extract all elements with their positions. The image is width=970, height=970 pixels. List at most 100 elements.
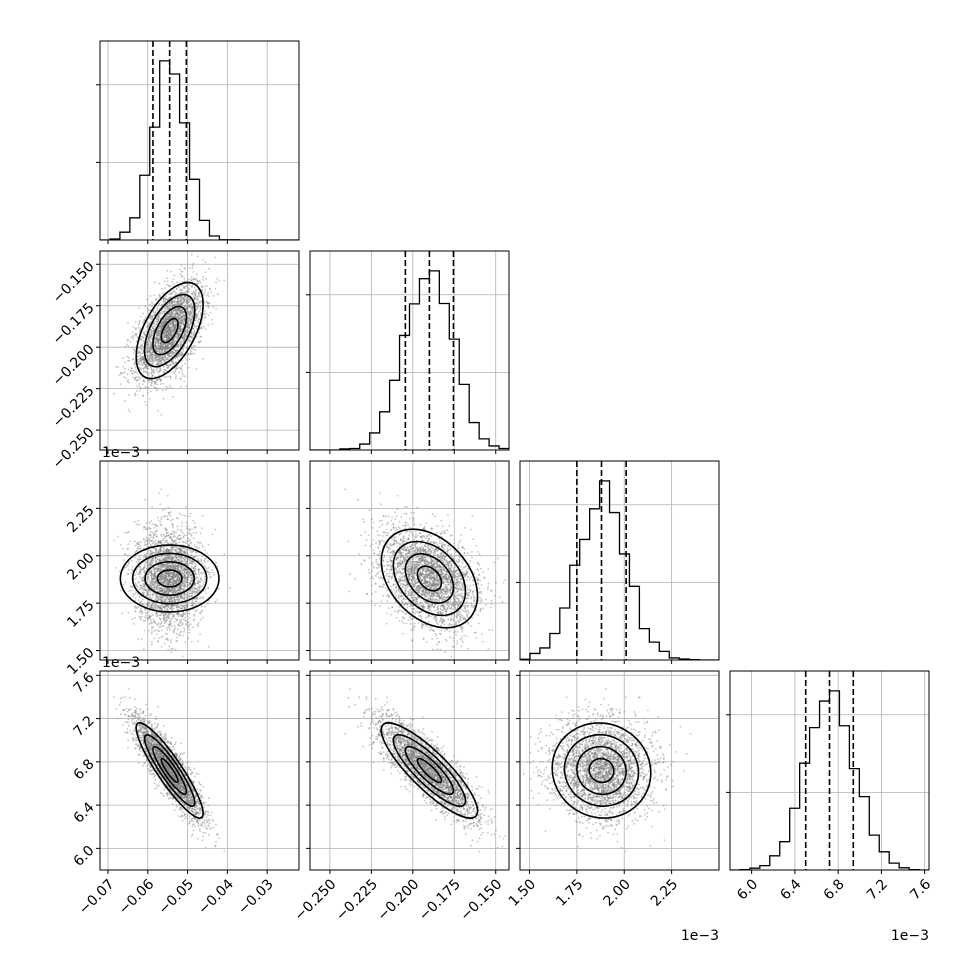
scatter-point — [174, 324, 177, 327]
scatter-point — [150, 360, 153, 363]
scatter-point — [168, 343, 171, 345]
scatter-point — [134, 392, 137, 395]
scatter-point — [175, 368, 178, 370]
scatter-point — [187, 339, 190, 342]
scatter-point — [131, 565, 134, 568]
scatter-point — [181, 315, 184, 318]
scatter-point — [200, 340, 202, 343]
scatter-point — [164, 318, 167, 321]
scatter-point — [160, 324, 163, 326]
scatter-point — [193, 292, 195, 294]
scatter-point — [158, 378, 161, 381]
scatter-point — [163, 350, 166, 353]
scatter-point — [183, 287, 186, 289]
scatter-point — [154, 320, 157, 323]
scatter-point — [138, 322, 141, 325]
scatter-point — [148, 359, 150, 361]
scatter-point — [184, 268, 187, 270]
scatter-point — [147, 326, 150, 329]
scatter-point — [139, 347, 142, 350]
scatter-point — [160, 344, 163, 347]
scatter-point — [192, 588, 194, 591]
scatter-point — [172, 362, 175, 365]
scatter-point — [188, 316, 190, 319]
scatter-point — [155, 370, 158, 373]
scatter-point — [127, 408, 130, 411]
scatter-point — [171, 339, 174, 342]
scatter-point — [171, 293, 174, 295]
scatter-point — [142, 379, 145, 381]
scatter-point — [148, 336, 151, 339]
scatter-point — [168, 326, 171, 329]
scatter-point — [153, 386, 156, 389]
scatter-point — [179, 367, 182, 370]
scatter-point — [186, 322, 189, 324]
scatter-point — [139, 363, 141, 365]
scatter-point — [147, 325, 150, 327]
scatter-point — [162, 324, 165, 327]
scatter-point — [183, 287, 185, 289]
scatter-point — [167, 353, 170, 356]
scatter-point — [179, 625, 182, 627]
scatter-point — [171, 360, 174, 362]
scatter-point — [159, 342, 162, 345]
scatter-point — [176, 316, 179, 319]
scatter-point — [194, 294, 197, 296]
scatter-point — [156, 306, 159, 309]
scatter-point — [128, 410, 131, 413]
scatter-point — [154, 344, 156, 347]
scatter-point — [158, 355, 161, 358]
scatter-point — [175, 356, 178, 359]
scatter-point — [190, 317, 193, 320]
scatter-point — [146, 343, 149, 346]
scatter-point — [162, 346, 165, 348]
scatter-point — [147, 381, 150, 383]
scatter-point — [159, 356, 161, 359]
scatter-point — [155, 354, 158, 356]
scatter-point — [161, 347, 163, 349]
scatter-point — [127, 338, 129, 341]
scatter-point — [142, 538, 145, 540]
scatter-point — [127, 564, 129, 567]
scatter-point — [167, 387, 169, 389]
scatter-point — [157, 329, 160, 331]
scatter-point — [206, 285, 208, 288]
scatter-point — [183, 305, 186, 307]
scatter-point — [179, 377, 182, 380]
scatter-point — [143, 366, 146, 369]
scatter-point — [141, 335, 143, 338]
scatter-point — [186, 359, 189, 361]
scatter-point — [186, 297, 188, 300]
scatter-point — [161, 389, 164, 392]
scatter-point — [203, 310, 206, 312]
scatter-point — [160, 363, 162, 365]
scatter-point — [172, 325, 174, 328]
scatter-point — [162, 322, 165, 325]
scatter-point — [172, 323, 174, 326]
scatter-point — [203, 561, 206, 563]
scatter-point — [159, 368, 162, 370]
scatter-point — [172, 344, 174, 347]
scatter-point — [189, 559, 191, 562]
scatter-point — [196, 279, 199, 282]
scatter-point — [150, 341, 153, 344]
scatter-point — [195, 305, 198, 308]
scatter-point — [188, 327, 191, 330]
scatter-point — [146, 357, 149, 360]
scatter-point — [141, 321, 144, 324]
scatter-point — [122, 357, 124, 359]
scatter-point — [158, 350, 161, 353]
scatter-point — [136, 372, 139, 374]
scatter-point — [167, 366, 170, 369]
scatter-point — [155, 334, 158, 337]
scatter-point — [168, 326, 171, 329]
scatter-point — [171, 323, 174, 326]
scatter-point — [160, 636, 163, 638]
scatter-point — [192, 278, 195, 280]
scatter-point — [179, 344, 181, 347]
scatter-point — [190, 285, 193, 287]
scatter-point — [205, 312, 208, 315]
scatter-point — [163, 280, 166, 282]
scatter-point — [172, 350, 174, 353]
scatter-point — [183, 297, 186, 300]
